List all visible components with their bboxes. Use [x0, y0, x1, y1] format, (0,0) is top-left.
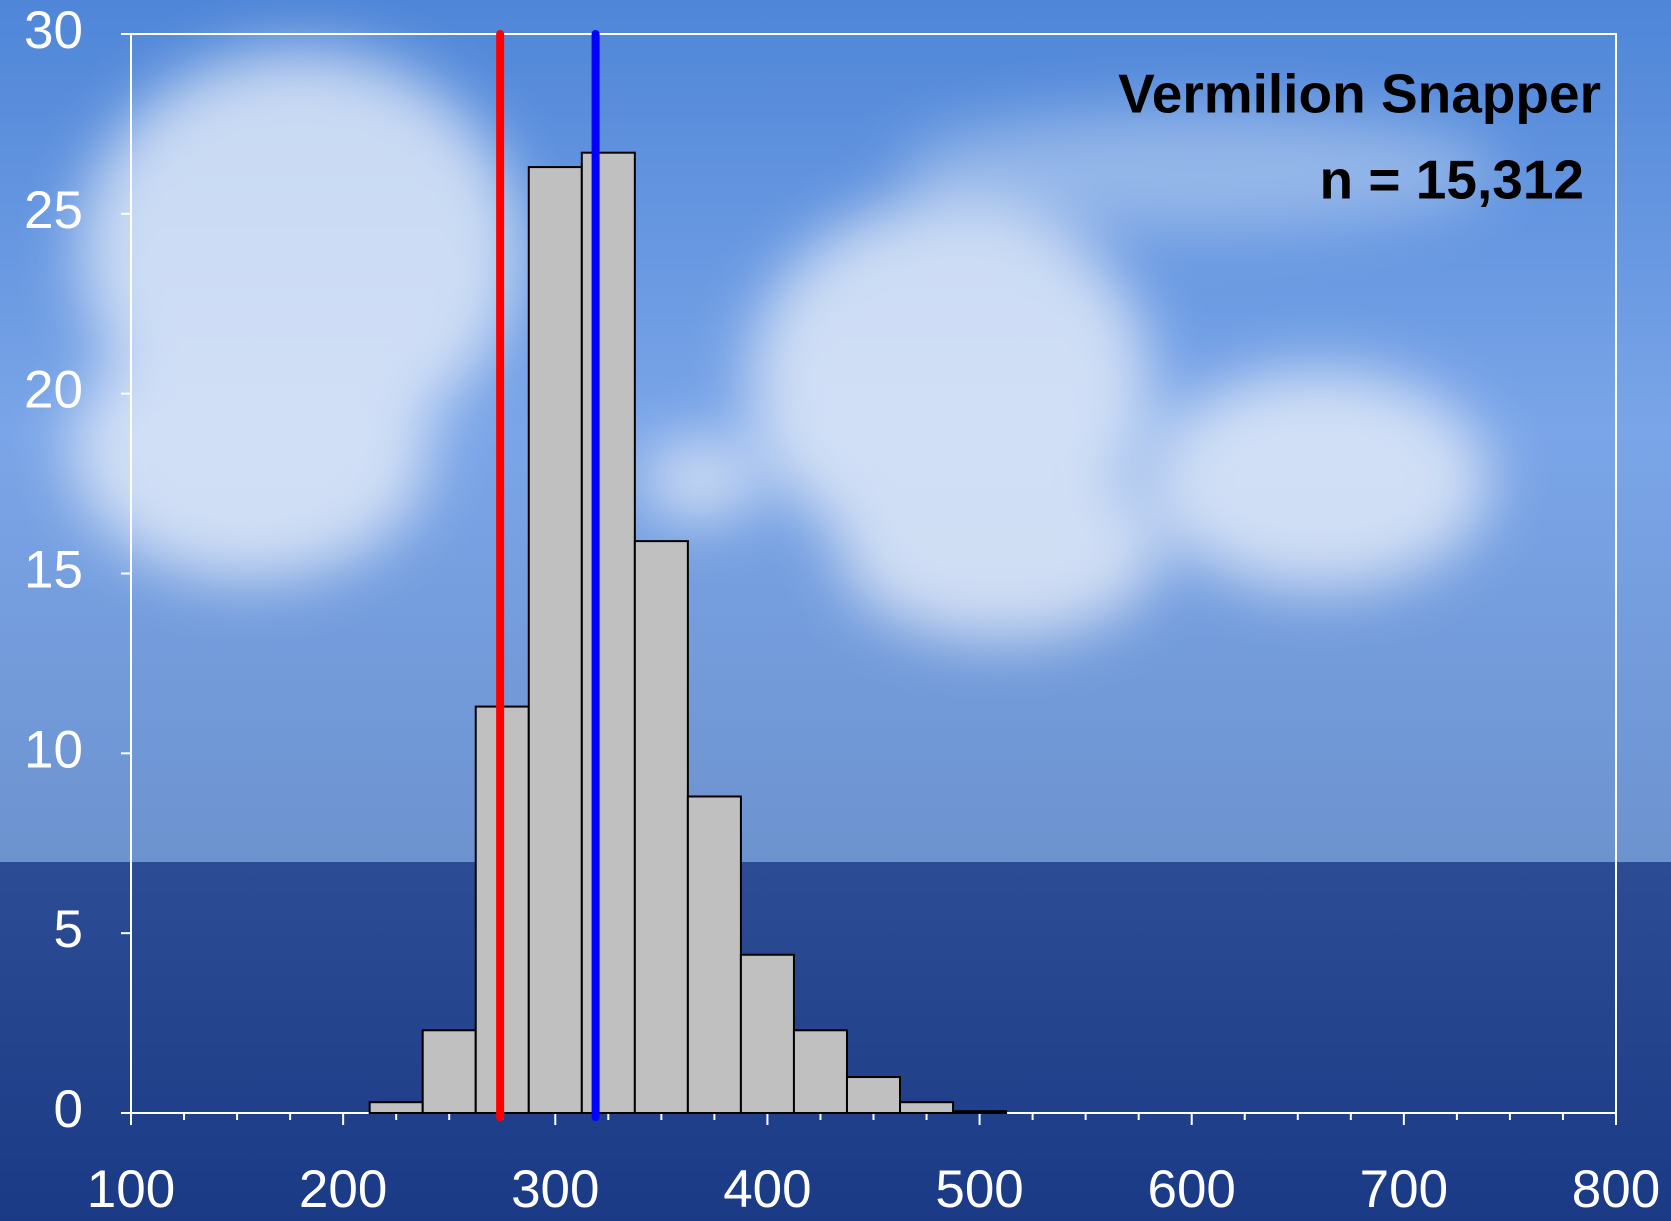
y-tick-label: 0: [54, 1080, 83, 1139]
bar: [421, 1029, 477, 1114]
bar: [527, 166, 583, 1114]
x-tick-label: 700: [1360, 1160, 1448, 1219]
y-tick-label: 20: [24, 361, 83, 420]
bar: [845, 1076, 902, 1114]
bar: [633, 540, 689, 1114]
y-tick-label: 5: [54, 900, 83, 959]
y-tick-label: 25: [24, 181, 83, 240]
bar: [580, 151, 636, 1114]
y-tick-label: 10: [24, 720, 83, 779]
x-tick-label: 600: [1147, 1160, 1235, 1219]
y-tick-label: 30: [24, 1, 83, 60]
bar: [739, 953, 795, 1114]
x-tick-label: 500: [935, 1160, 1023, 1219]
bar: [792, 1029, 848, 1114]
bar: [899, 1101, 955, 1114]
annotation: Vermilion Snapper: [1118, 63, 1601, 125]
annotation: n = 15,312: [1320, 149, 1585, 211]
x-tick-label: 800: [1572, 1160, 1660, 1219]
bar: [368, 1101, 424, 1114]
bar: [952, 1110, 1008, 1114]
x-tick-label: 100: [87, 1160, 175, 1219]
x-tick-label: 400: [723, 1160, 811, 1219]
y-tick-label: 15: [24, 541, 83, 600]
x-tick-label: 200: [299, 1160, 387, 1219]
bar: [686, 795, 742, 1114]
x-tick-label: 300: [511, 1160, 599, 1219]
